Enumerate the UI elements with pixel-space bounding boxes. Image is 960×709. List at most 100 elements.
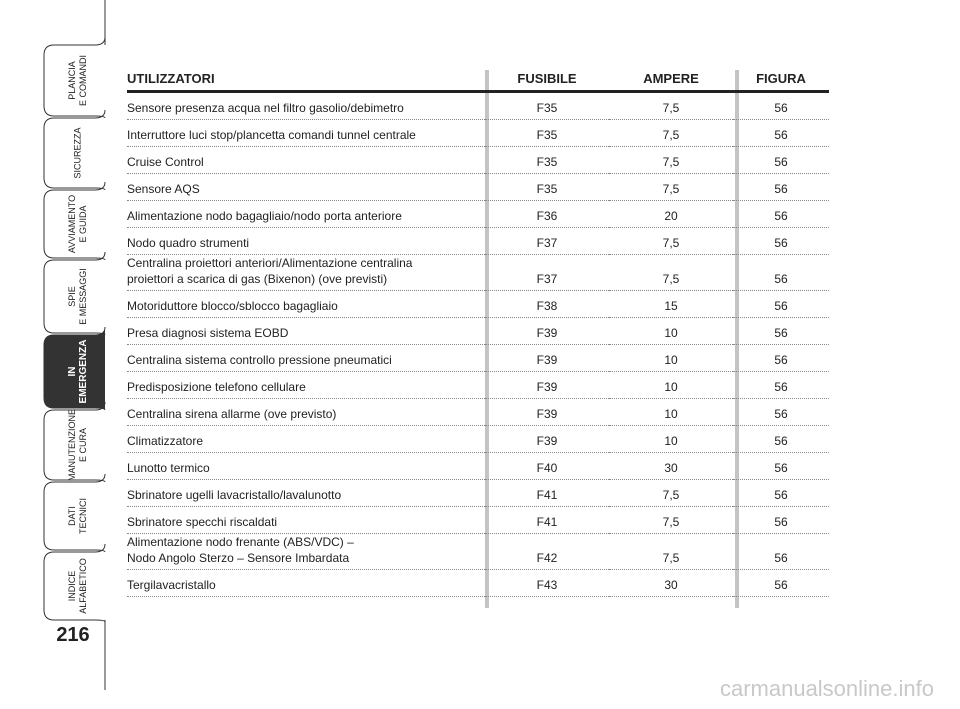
cell-line: Nodo quadro strumenti (127, 236, 250, 250)
table-row: Centralina sistema controllo pressione p… (127, 344, 829, 372)
table-cell: 7,5 (609, 146, 733, 174)
tab-label: IN (67, 367, 78, 377)
table-cell: 56 (733, 200, 829, 228)
table-row: Sensore presenza acqua nel filtro gasoli… (127, 91, 829, 120)
column-header: AMPERE (609, 66, 733, 93)
table-row: Centralina sirena allarme (ove previsto)… (127, 398, 829, 426)
table-cell: 10 (609, 371, 733, 399)
table-cell: 56 (733, 452, 829, 480)
tab-label: E MESSAGGI (78, 268, 88, 325)
cell-line: proiettori a scarica di gas (Bixenon) (o… (127, 272, 388, 286)
table-cell: Sensore presenza acqua nel filtro gasoli… (127, 91, 485, 120)
table-row: Alimentazione nodo frenante (ABS/VDC) – N… (127, 533, 829, 570)
tab-label: ALFABETICO (78, 558, 88, 614)
table-row: Sensore AQS F35 7,5 56 (127, 173, 829, 201)
tab-label: INDICE (67, 571, 77, 602)
table-cell: 7,5 (609, 254, 733, 291)
table-cell: 7,5 (609, 479, 733, 507)
table-cell: 20 (609, 200, 733, 228)
cell-line: Sensore AQS (127, 182, 200, 196)
table-cell: F43 (485, 569, 609, 597)
table-cell: Tergilavacristallo (127, 569, 485, 597)
table-cell: F35 (485, 146, 609, 174)
cell-line: Alimentazione nodo frenante (ABS/VDC) – (127, 535, 354, 549)
tab-label: AVVIAMENTO (67, 195, 77, 253)
table-cell: F39 (485, 371, 609, 399)
table-cell: 56 (733, 119, 829, 147)
tab-label: SICUREZZA (72, 127, 82, 178)
tab-shape (43, 251, 106, 336)
table-cell: 56 (733, 479, 829, 507)
table-cell: 56 (733, 227, 829, 255)
tab-label: EMERGENZA (78, 340, 89, 404)
cell-line: Interruttore luci stop/plancetta comandi… (127, 128, 416, 142)
table-cell: 56 (733, 254, 829, 291)
table-row: Sbrinatore ugelli lavacristallo/lavaluno… (127, 479, 829, 507)
tab-shape (43, 181, 106, 261)
table-row: Motoriduttore blocco/sblocco bagagliaio F… (127, 290, 829, 318)
table-row: Interruttore luci stop/plancetta comandi… (127, 119, 829, 147)
cell-line: Climatizzatore (127, 434, 204, 448)
table-cell: F35 (485, 91, 609, 120)
table-cell: F42 (485, 533, 609, 570)
table-cell: Centralina proiettori anteriori/Alimenta… (127, 254, 485, 291)
cell-line: Sensore presenza acqua nel filtro gasoli… (127, 101, 404, 115)
sidebar-tab: SPIE E MESSAGGI (43, 251, 106, 336)
sidebar-tab: DATI TECNICI (43, 473, 106, 553)
table-cell: 7,5 (609, 227, 733, 255)
table-cell: Sbrinatore specchi riscaldati (127, 506, 485, 534)
cell-line: Lunotto termico (127, 461, 210, 475)
table-cell: Climatizzatore (127, 425, 485, 453)
column-header: UTILIZZATORI (127, 66, 485, 93)
table-cell: 56 (733, 533, 829, 570)
column-header: FUSIBILE (485, 66, 609, 93)
table-cell: 56 (733, 290, 829, 318)
tab-shape (43, 401, 106, 483)
sidebar-tab: INDICE ALFABETICO (43, 543, 106, 623)
table-cell: 56 (733, 569, 829, 597)
table-cell: 15 (609, 290, 733, 318)
table-cell: 10 (609, 398, 733, 426)
table-cell: F37 (485, 227, 609, 255)
table-row: Climatizzatore F39 10 56 (127, 425, 829, 453)
cell-line: Tergilavacristallo (127, 578, 216, 592)
table-cell: 56 (733, 425, 829, 453)
table-cell: 56 (733, 91, 829, 120)
cell-line: Sbrinatore specchi riscaldati (127, 515, 278, 529)
sidebar-tab: AVVIAMENTO E GUIDA (43, 181, 106, 261)
table-row: Alimentazione nodo bagagliaio/nodo porta… (127, 200, 829, 228)
tab-label: E CURA (78, 428, 88, 462)
table-cell: Centralina sistema controllo pressione p… (127, 344, 485, 372)
tab-label: E GUIDA (78, 205, 88, 242)
table-cell: 7,5 (609, 173, 733, 201)
table-cell: Predisposizione telefono cellulare (127, 371, 485, 399)
cell-line: Centralina sistema controllo pressione p… (127, 353, 392, 367)
table-cell: Centralina sirena allarme (ove previsto) (127, 398, 485, 426)
table-row: Tergilavacristallo F43 30 56 (127, 569, 829, 597)
watermark: carmanualsonline.info (719, 676, 934, 701)
tab-label: PLANCIA (67, 61, 77, 100)
tab-shape (43, 543, 106, 623)
sidebar-tab: PLANCIA E COMANDI (43, 36, 106, 119)
table-cell: 56 (733, 146, 829, 174)
tab-label: E COMANDI (78, 55, 88, 106)
table-cell: Alimentazione nodo bagagliaio/nodo porta… (127, 200, 485, 228)
table-cell: 10 (609, 317, 733, 345)
table-cell: F41 (485, 479, 609, 507)
table-cell: 56 (733, 398, 829, 426)
cell-line: Sbrinatore ugelli lavacristallo/lavaluno… (127, 488, 342, 502)
table-cell: 7,5 (609, 533, 733, 570)
table-cell: 10 (609, 344, 733, 372)
table-cell: F35 (485, 119, 609, 147)
table-row: Lunotto termico F40 30 56 (127, 452, 829, 480)
table-cell: Alimentazione nodo frenante (ABS/VDC) – N… (127, 533, 485, 570)
cell-line: Presa diagnosi sistema EOBD (127, 326, 289, 340)
fuse-table: UTILIZZATORI FUSIBILE AMPERE FIGURA Sensore… (127, 66, 829, 597)
table-cell: F38 (485, 290, 609, 318)
tab-shape (43, 473, 106, 553)
cell-line: Motoriduttore blocco/sblocco bagagliaio (127, 299, 338, 313)
table-cell: F39 (485, 425, 609, 453)
table-cell: F39 (485, 317, 609, 345)
table-cell: 56 (733, 317, 829, 345)
